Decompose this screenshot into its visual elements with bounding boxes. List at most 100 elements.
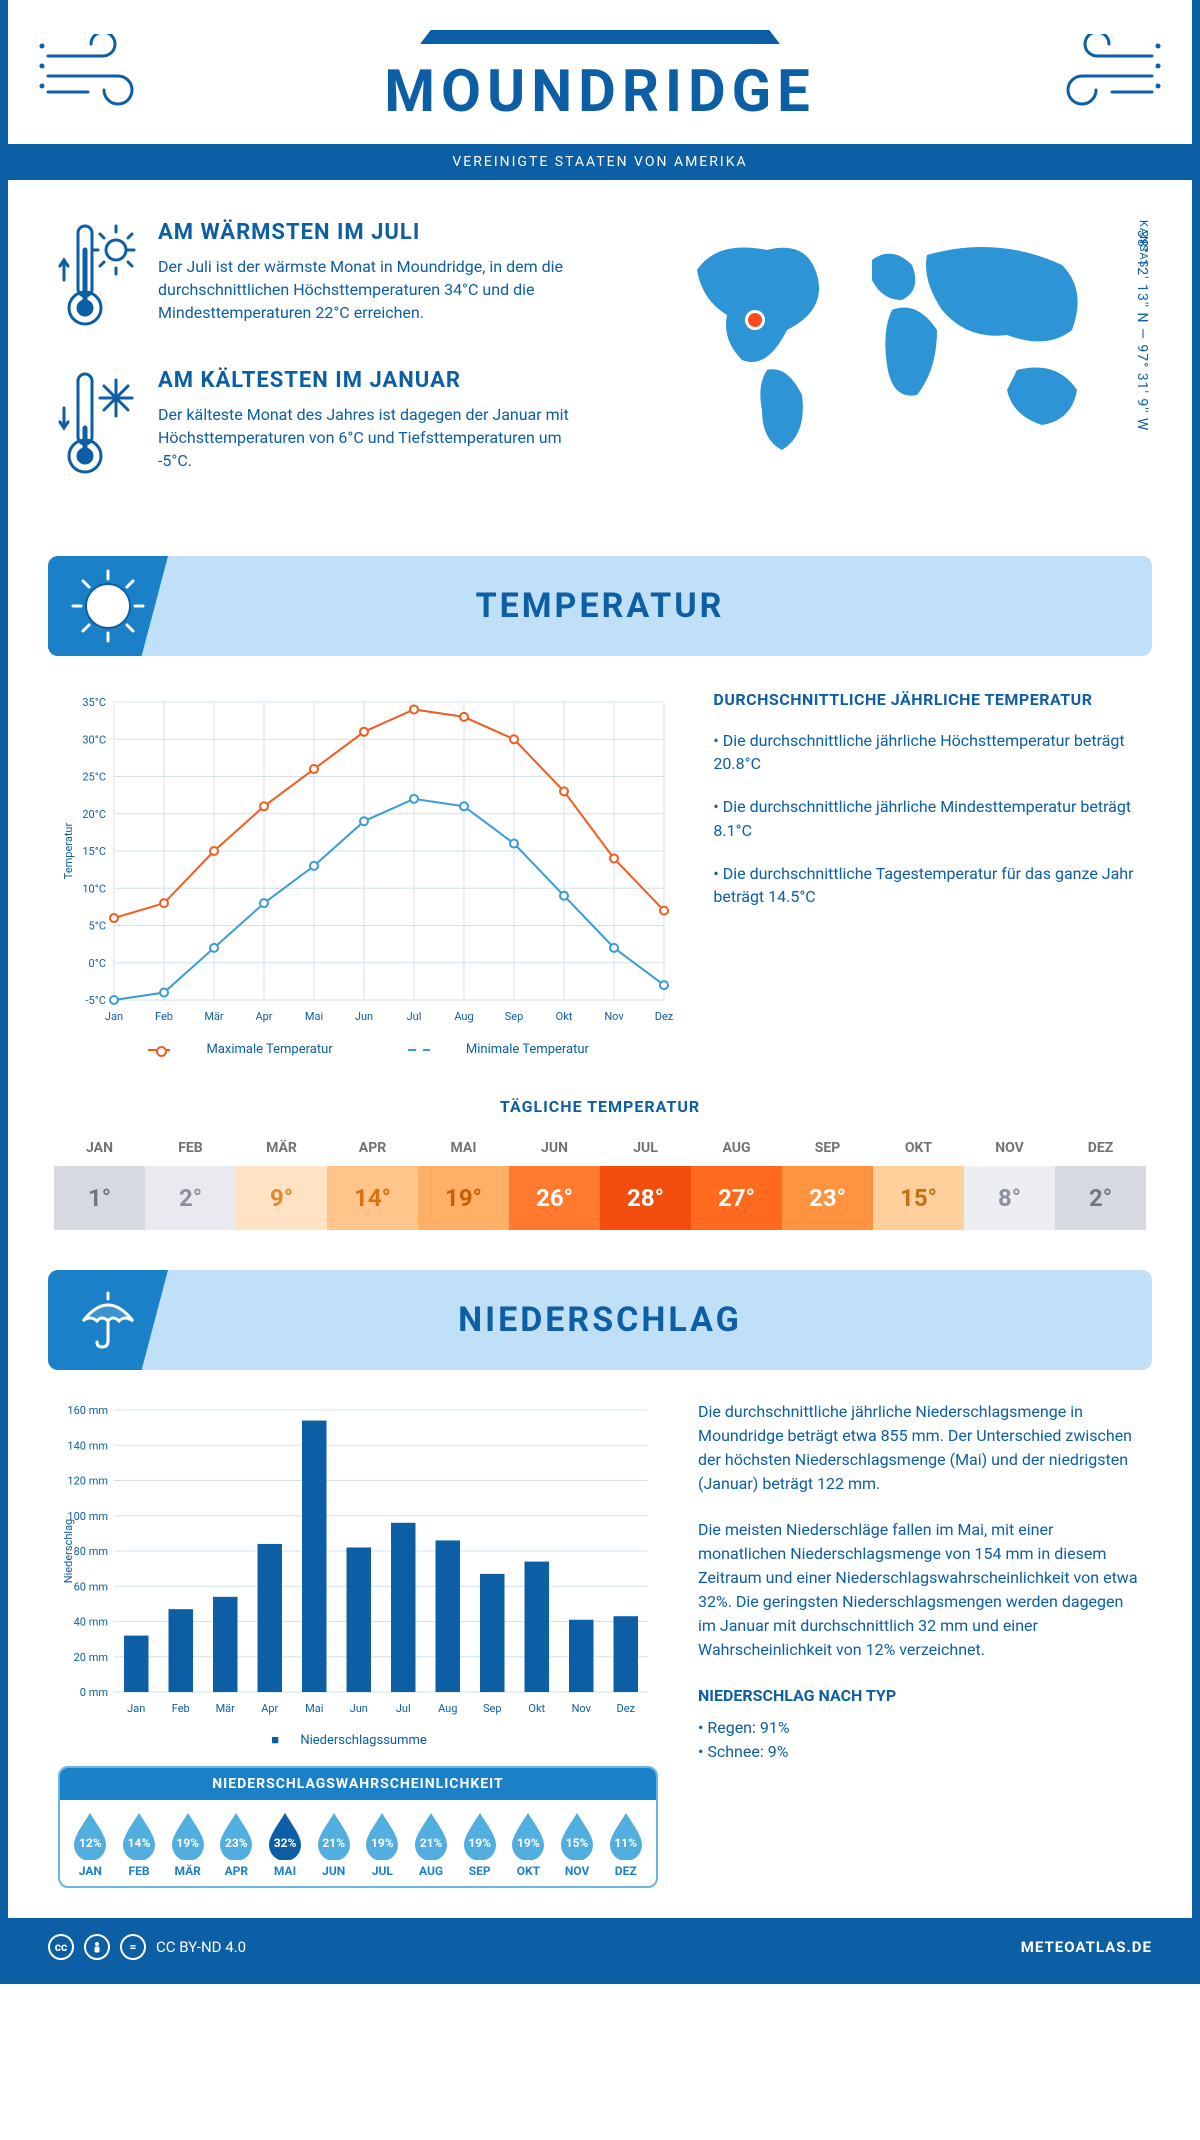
daily-month: SEP bbox=[782, 1130, 873, 1166]
prob-cell: 21% AUG bbox=[407, 1810, 456, 1878]
svg-text:120 mm: 120 mm bbox=[67, 1475, 108, 1488]
precip-p1: Die durchschnittliche jährliche Niedersc… bbox=[698, 1400, 1142, 1496]
precip-legend: ■ Niederschlagssumme bbox=[58, 1732, 658, 1748]
raindrop-icon: 19% bbox=[168, 1810, 208, 1860]
raindrop-icon: 32% bbox=[265, 1810, 305, 1860]
temperature-copy: DURCHSCHNITTLICHE JÄHRLICHE TEMPERATUR •… bbox=[713, 690, 1142, 1057]
precip-body: 0 mm20 mm40 mm60 mm80 mm100 mm120 mm140 … bbox=[8, 1370, 1192, 1918]
header-accent bbox=[420, 30, 780, 44]
svg-text:10°C: 10°C bbox=[82, 882, 106, 895]
prob-month: AUG bbox=[407, 1864, 456, 1878]
raindrop-icon: 19% bbox=[508, 1810, 548, 1860]
legend-max: Maximale Temperatur bbox=[206, 1042, 332, 1057]
prob-value: 19% bbox=[362, 1836, 402, 1850]
prob-value: 12% bbox=[70, 1836, 110, 1850]
map-col: KANSAS 38° 12' 13'' N — 97° 31' 9'' W bbox=[633, 220, 1142, 516]
svg-text:140 mm: 140 mm bbox=[67, 1439, 108, 1452]
temperature-title: TEMPERATUR bbox=[476, 586, 725, 626]
svg-text:15°C: 15°C bbox=[82, 845, 106, 858]
umbrella-icon bbox=[48, 1270, 168, 1370]
daily-month: FEB bbox=[145, 1130, 236, 1166]
svg-text:Jun: Jun bbox=[350, 1702, 368, 1715]
svg-text:Jun: Jun bbox=[355, 1010, 373, 1023]
prob-value: 14% bbox=[119, 1836, 159, 1850]
prob-cell: 19%SEP bbox=[455, 1810, 504, 1878]
raindrop-icon: 21% bbox=[411, 1810, 451, 1860]
svg-text:Nov: Nov bbox=[572, 1702, 592, 1715]
daily-cell: DEZ2° bbox=[1055, 1130, 1146, 1230]
daily-value: 23° bbox=[782, 1166, 873, 1230]
thermometer-hot-icon bbox=[58, 220, 136, 334]
daily-month: NOV bbox=[964, 1130, 1055, 1166]
precip-type-snow: • Schnee: 9% bbox=[698, 1740, 1142, 1764]
svg-text:Mär: Mär bbox=[204, 1010, 224, 1023]
daily-cell: JUN26° bbox=[509, 1130, 600, 1230]
daily-value: 28° bbox=[600, 1166, 691, 1230]
daily-cell: AUG27° bbox=[691, 1130, 782, 1230]
warmest-block: AM WÄRMSTEN IM JULI Der Juli ist der wär… bbox=[58, 220, 593, 334]
svg-text:Apr: Apr bbox=[261, 1702, 278, 1715]
svg-text:-5°C: -5°C bbox=[86, 994, 107, 1007]
precip-type-title: NIEDERSCHLAG NACH TYP bbox=[698, 1684, 1142, 1708]
cc-icon: cc bbox=[48, 1934, 74, 1960]
daily-value: 26° bbox=[509, 1166, 600, 1230]
daily-value: 27° bbox=[691, 1166, 782, 1230]
daily-month: OKT bbox=[873, 1130, 964, 1166]
footer-site: METEOATLAS.DE bbox=[1021, 1938, 1152, 1956]
world-map-icon bbox=[633, 220, 1142, 474]
prob-cell: 23%APR bbox=[212, 1810, 261, 1878]
daily-value: 8° bbox=[964, 1166, 1055, 1230]
coordinates: 38° 12' 13'' N — 97° 31' 9'' W bbox=[1134, 230, 1150, 431]
svg-text:Aug: Aug bbox=[454, 1010, 473, 1023]
sun-icon bbox=[48, 556, 168, 656]
temperature-section-head: TEMPERATUR bbox=[48, 556, 1152, 656]
svg-text:Mai: Mai bbox=[305, 1010, 323, 1023]
nd-icon: = bbox=[120, 1934, 146, 1960]
license-text: CC BY-ND 4.0 bbox=[156, 1938, 246, 1956]
temp-bullet-0: • Die durchschnittliche jährliche Höchst… bbox=[713, 729, 1142, 775]
svg-text:Aug: Aug bbox=[438, 1702, 457, 1715]
city-title: MOUNDRIDGE bbox=[8, 58, 1192, 126]
prob-value: 21% bbox=[411, 1836, 451, 1850]
prob-month: MÄR bbox=[163, 1864, 212, 1878]
prob-value: 21% bbox=[314, 1836, 354, 1850]
coldest-text: Der kälteste Monat des Jahres ist dagege… bbox=[158, 403, 593, 473]
footer: cc = CC BY-ND 4.0 METEOATLAS.DE bbox=[8, 1918, 1192, 1976]
prob-row: 12%JAN14%FEB19%MÄR23%APR32%MAI21%JUN19%J… bbox=[60, 1800, 656, 1886]
daily-cell: OKT15° bbox=[873, 1130, 964, 1230]
temp-bullet-2: • Die durchschnittliche Tagestemperatur … bbox=[713, 862, 1142, 908]
svg-text:Nov: Nov bbox=[604, 1010, 624, 1023]
prob-month: OKT bbox=[504, 1864, 553, 1878]
temperature-chart: -5°C0°C5°C10°C15°C20°C25°C30°C35°CJanFeb… bbox=[58, 690, 679, 1057]
precip-bar-chart: 0 mm20 mm40 mm60 mm80 mm100 mm120 mm140 … bbox=[58, 1400, 658, 1720]
precip-legend-label: Niederschlagssumme bbox=[300, 1733, 426, 1748]
daily-month: AUG bbox=[691, 1130, 782, 1166]
coldest-block: AM KÄLTESTEN IM JANUAR Der kälteste Mona… bbox=[58, 368, 593, 482]
daily-value: 2° bbox=[1055, 1166, 1146, 1230]
prob-title: NIEDERSCHLAGSWAHRSCHEINLICHKEIT bbox=[60, 1768, 656, 1800]
prob-cell: 12% JAN bbox=[66, 1810, 115, 1878]
svg-text:25°C: 25°C bbox=[82, 771, 106, 784]
daily-value: 15° bbox=[873, 1166, 964, 1230]
svg-text:Jul: Jul bbox=[396, 1702, 411, 1715]
prob-cell: 14%FEB bbox=[115, 1810, 164, 1878]
thermometer-cold-icon bbox=[58, 368, 136, 482]
svg-text:Sep: Sep bbox=[505, 1010, 524, 1023]
daily-value: 9° bbox=[236, 1166, 327, 1230]
prob-month: JAN bbox=[66, 1864, 115, 1878]
svg-text:Okt: Okt bbox=[556, 1010, 573, 1023]
prob-value: 15% bbox=[557, 1836, 597, 1850]
svg-text:0°C: 0°C bbox=[89, 957, 106, 970]
wind-icon bbox=[1052, 34, 1162, 118]
daily-month: JAN bbox=[54, 1130, 145, 1166]
country-bar: VEREINIGTE STAATEN VON AMERIKA bbox=[8, 144, 1192, 180]
prob-month: MAI bbox=[261, 1864, 310, 1878]
svg-text:60 mm: 60 mm bbox=[74, 1580, 108, 1593]
prob-value: 19% bbox=[460, 1836, 500, 1850]
prob-cell: 15%NOV bbox=[553, 1810, 602, 1878]
precip-left-col: 0 mm20 mm40 mm60 mm80 mm100 mm120 mm140 … bbox=[58, 1400, 658, 1888]
svg-text:Jan: Jan bbox=[105, 1010, 123, 1023]
prob-month: JUL bbox=[358, 1864, 407, 1878]
daily-cell: NOV8° bbox=[964, 1130, 1055, 1230]
daily-month: MAI bbox=[418, 1130, 509, 1166]
